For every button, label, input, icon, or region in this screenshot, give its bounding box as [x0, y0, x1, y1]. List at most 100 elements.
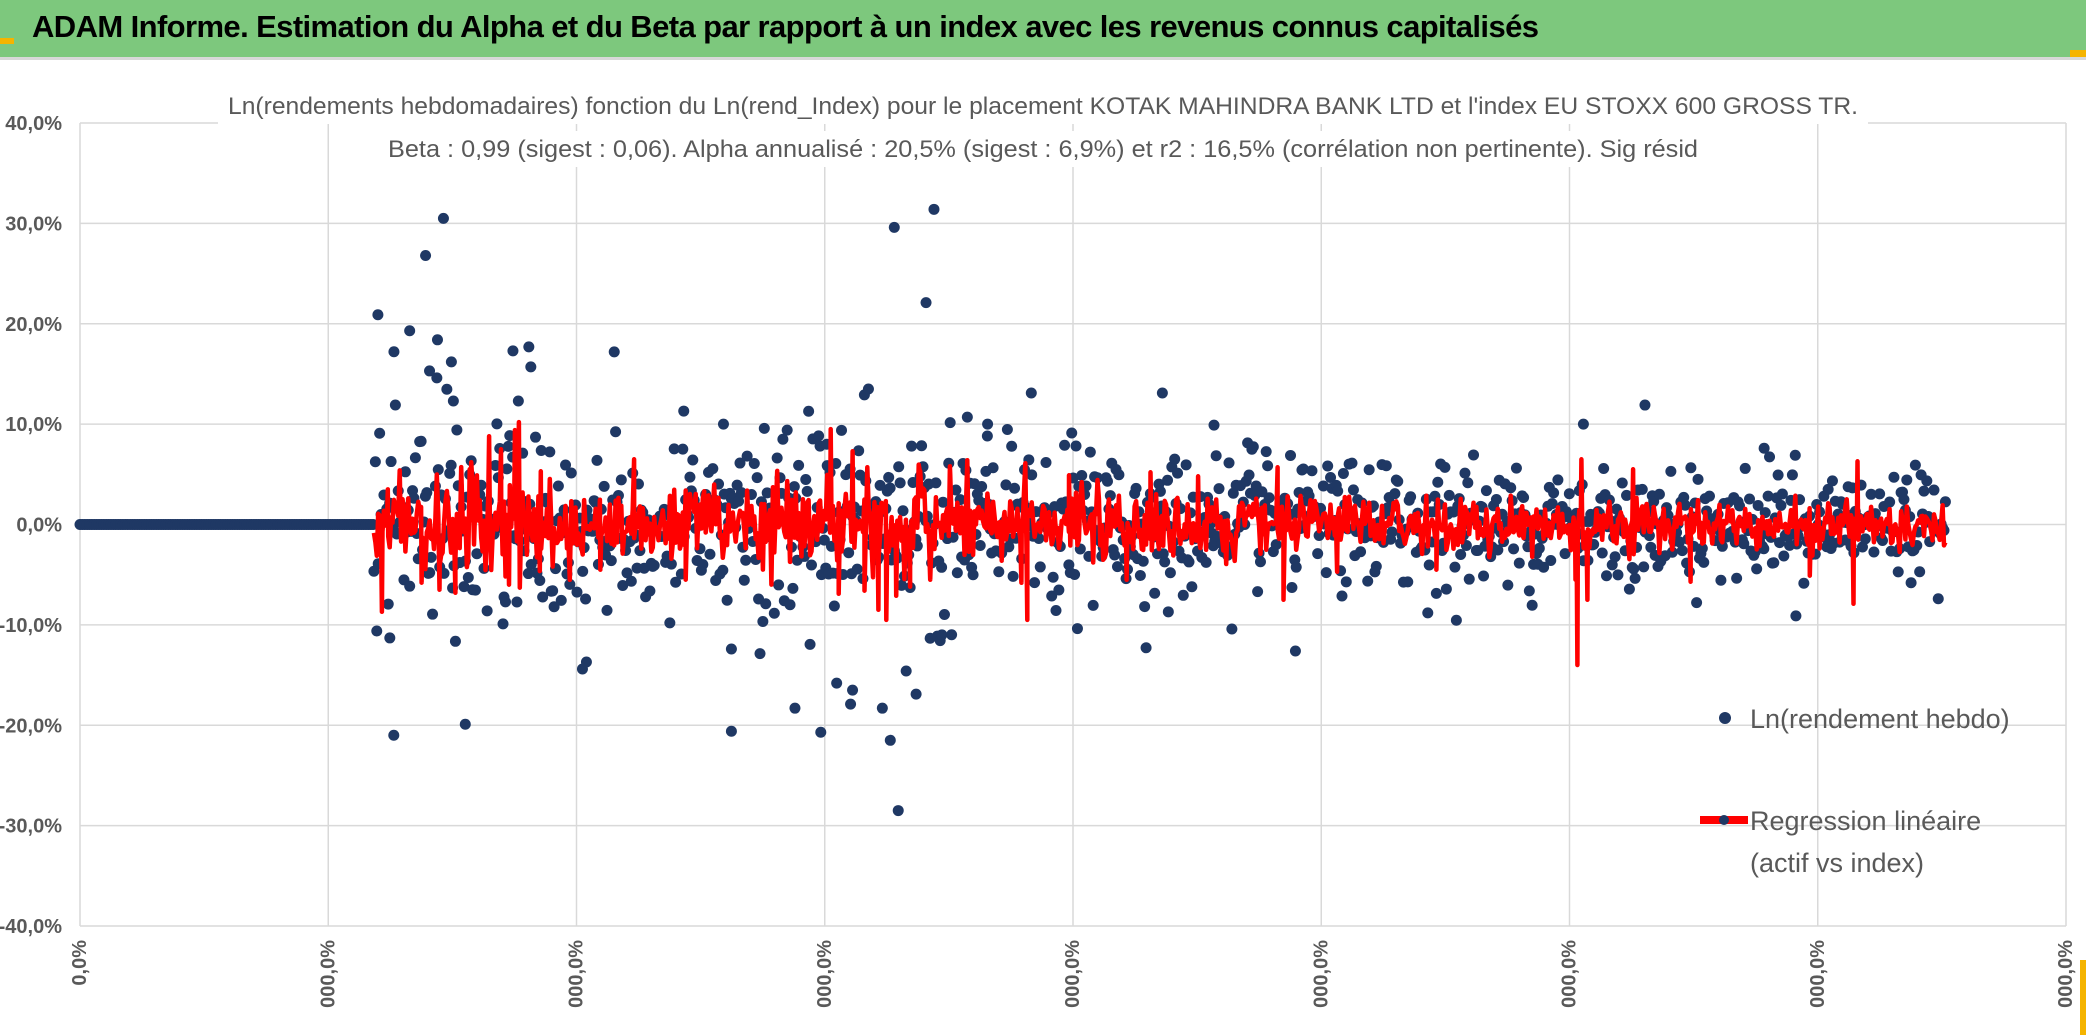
data-point-1199: [1905, 577, 1917, 589]
data-point-765: [1285, 449, 1297, 461]
data-point-371: [721, 594, 733, 606]
data-point-1226: [388, 729, 400, 741]
data-point-1254: [862, 383, 874, 395]
data-point-808: [1346, 457, 1358, 469]
data-point-1187: [1888, 471, 1900, 483]
data-point-1171: [1865, 488, 1877, 500]
x-tick-label-6: 000,0%: [1559, 940, 1581, 1008]
data-point-570: [1006, 440, 1018, 452]
data-point-619: [1076, 470, 1088, 482]
data-point-1260: [920, 297, 932, 309]
data-point-262: [565, 467, 577, 479]
data-point-960: [1563, 488, 1575, 500]
data-point-715: [1213, 483, 1225, 495]
chart-title-line-1: Beta : 0,99 (sigest : 0,06). Alpha annua…: [388, 136, 1698, 163]
data-point-1082: [1738, 538, 1750, 550]
data-point-456: [843, 547, 855, 559]
data-point-1253: [847, 684, 859, 696]
data-point-928: [1518, 491, 1530, 503]
y-tick-label-3: 10,0%: [5, 414, 62, 436]
data-point-586: [1029, 577, 1041, 589]
data-point-1263: [910, 688, 922, 700]
data-point-304: [625, 575, 637, 587]
data-point-676: [1157, 548, 1169, 560]
data-point-1103: [1768, 557, 1780, 569]
data-point-1006: [1629, 572, 1641, 584]
data-point-287: [601, 604, 613, 616]
data-point-1261: [928, 203, 940, 215]
data-point-178: [445, 459, 457, 471]
data-point-427: [801, 485, 813, 497]
data-point-195: [469, 584, 481, 596]
data-point-165: [427, 608, 439, 620]
data-point-413: [781, 424, 793, 436]
corner-marker-bottom-right: [2080, 960, 2086, 1035]
data-point-601: [1050, 604, 1062, 616]
data-point-670: [1149, 587, 1161, 599]
data-point-784: [1312, 548, 1324, 560]
data-point-428: [803, 405, 815, 417]
series-regression-lineaire: [371, 419, 1948, 668]
y-tick-label-0: 40,0%: [5, 113, 62, 135]
data-point-690: [1177, 589, 1189, 601]
data-point-521: [936, 561, 948, 573]
data-point-397: [758, 422, 770, 434]
data-point-219: [504, 430, 516, 442]
data-point-485: [884, 482, 896, 494]
data-point-706: [1200, 556, 1212, 568]
data-point-1262: [936, 629, 948, 641]
data-point-1268: [1208, 419, 1220, 431]
data-point-1037: [1673, 536, 1685, 548]
data-point-820: [1363, 464, 1375, 476]
data-point-774: [1297, 463, 1309, 475]
data-point-270: [577, 565, 589, 577]
data-point-1086: [1744, 493, 1756, 505]
data-point-590: [1034, 561, 1046, 573]
x-tick-label-7: 000,0%: [1807, 940, 1829, 1008]
data-point-380: [734, 457, 746, 469]
data-point-1224: [372, 309, 384, 321]
data-point-948: [1546, 498, 1558, 510]
data-point-298: [617, 580, 629, 592]
x-tick-label-5: 000,0%: [1310, 940, 1332, 1008]
data-point-986: [1601, 570, 1613, 582]
data-point-493: [896, 579, 908, 591]
data-point-266: [571, 586, 583, 598]
data-point-407: [773, 579, 785, 591]
data-point-1247: [725, 643, 737, 655]
data-point-347: [687, 454, 699, 466]
data-point-615: [1070, 440, 1082, 452]
data-point-1232: [445, 356, 457, 368]
data-point-983: [1596, 547, 1608, 559]
data-point-1109: [1776, 488, 1788, 500]
data-point-175: [441, 383, 453, 395]
data-point-293: [610, 426, 622, 438]
data-point-1079: [1734, 500, 1746, 512]
data-point-361: [707, 463, 719, 475]
data-point-532: [951, 567, 963, 579]
data-point-429: [804, 638, 816, 650]
data-point-359: [704, 548, 716, 560]
data-point-1023: [1653, 488, 1665, 500]
data-point-501: [907, 477, 919, 489]
data-point-253: [552, 480, 564, 492]
data-point-932: [1523, 585, 1535, 597]
data-point-418: [788, 481, 800, 493]
data-point-1218: [1932, 593, 1944, 605]
data-point-136: [385, 456, 397, 468]
data-point-522: [937, 496, 949, 508]
data-point-462: [851, 563, 863, 575]
data-point-232: [522, 568, 534, 580]
data-point-415: [784, 599, 796, 611]
data-point-1058: [1703, 490, 1715, 502]
data-point-1202: [1909, 459, 1921, 471]
data-point-187: [458, 581, 470, 593]
data-point-1012: [1638, 561, 1650, 573]
data-point-383: [738, 574, 750, 586]
data-point-217: [501, 463, 513, 475]
y-tick-label-7: -30,0%: [0, 816, 62, 838]
data-point-398: [760, 598, 772, 610]
data-point-1231: [437, 212, 449, 224]
data-point-1099: [1762, 490, 1774, 502]
